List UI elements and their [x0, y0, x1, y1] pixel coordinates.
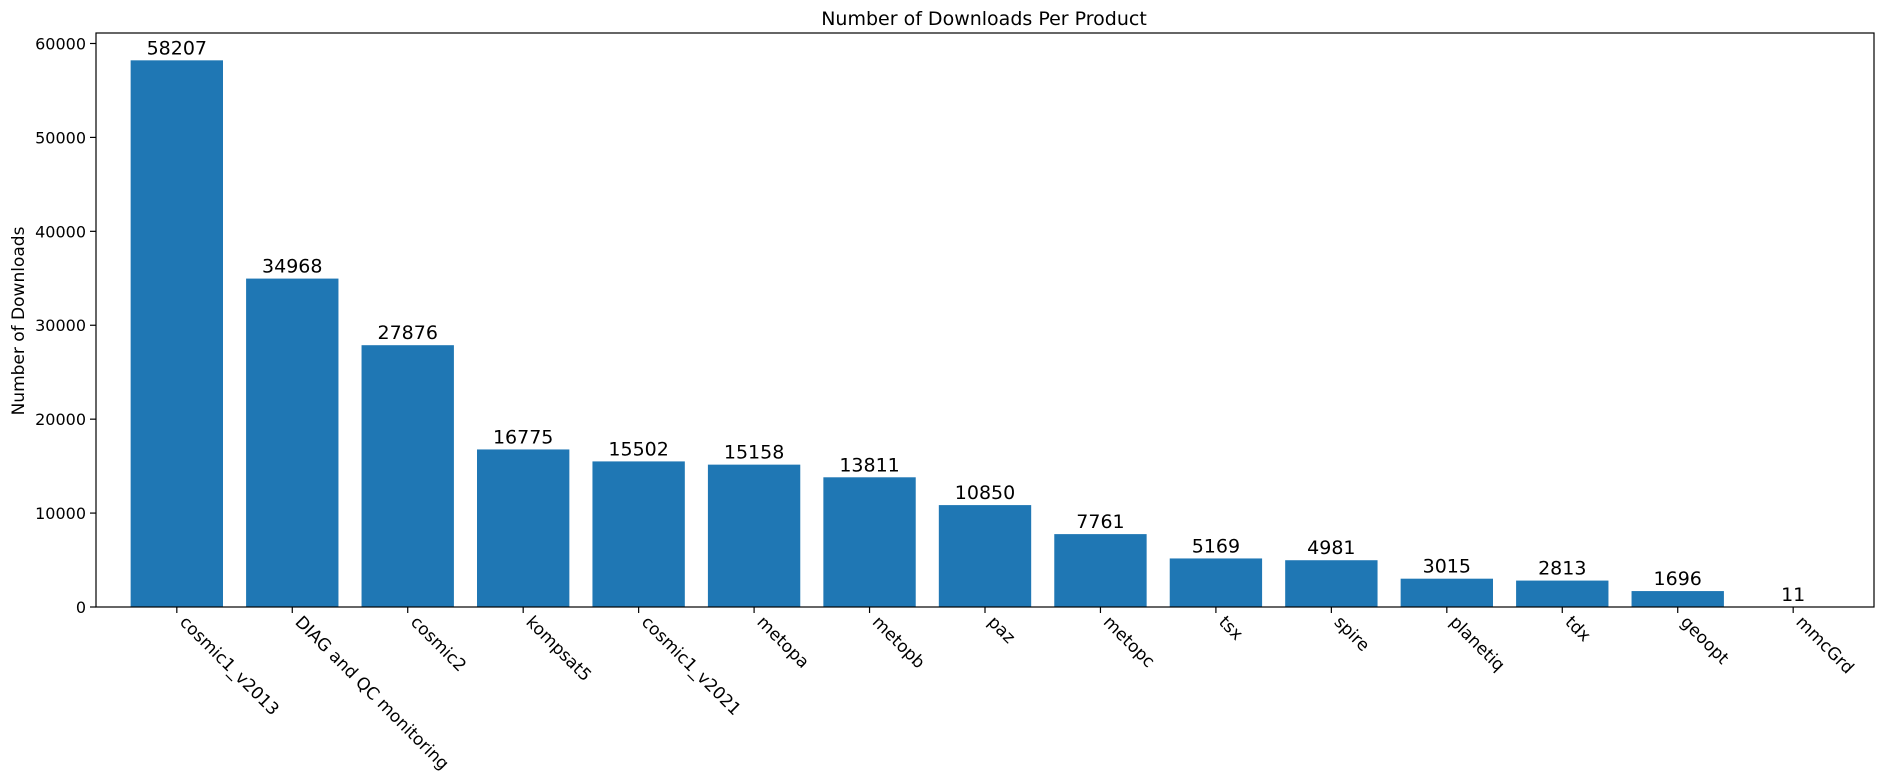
y-tick-label: 50000 [35, 128, 86, 147]
x-tick-label: paz [983, 612, 1019, 648]
y-axis: 0 10000 20000 30000 40000 50000 60000 [35, 34, 96, 617]
bar [1631, 591, 1724, 607]
bar-value-label: 27876 [378, 322, 438, 344]
x-tick-label: planetiq [1445, 612, 1508, 675]
bar-value-label: 11 [1781, 584, 1805, 606]
data-labels: 58207 34968 27876 16775 15502 15158 13811 10850… [147, 37, 1806, 606]
bar-value-label: 15502 [608, 438, 668, 460]
bar-value-label: 3015 [1423, 556, 1471, 578]
x-tick-label: tsx [1214, 612, 1246, 644]
x-tick-label: metopb [868, 612, 929, 673]
bar [938, 505, 1032, 607]
bar [246, 278, 339, 607]
bar-value-label: 16775 [493, 426, 553, 448]
x-tick-label: cosmic2 [406, 612, 470, 676]
y-tick-label: 30000 [35, 316, 86, 335]
bar-value-label: 1696 [1654, 568, 1702, 590]
x-tick-label: cosmic1_v2013 [175, 612, 282, 719]
bar [592, 461, 685, 607]
bar [130, 60, 223, 608]
x-tick-label: cosmic1_v2021 [637, 612, 744, 719]
chart-title: Number of Downloads Per Product [821, 8, 1147, 30]
bar [1400, 578, 1493, 607]
x-tick-label: kompsat5 [522, 612, 595, 685]
x-tick-label: tdx [1561, 612, 1595, 646]
bar [823, 477, 916, 607]
y-tick-label: 40000 [35, 222, 86, 241]
bar-value-label: 34968 [262, 256, 322, 278]
bar-value-label: 10850 [955, 482, 1015, 504]
x-tick-label: metopc [1099, 612, 1159, 672]
bar [477, 449, 570, 607]
bar-value-label: 7761 [1076, 511, 1124, 533]
x-tick-label: mmcGrd [1792, 612, 1858, 678]
y-tick-label: 0 [76, 598, 86, 617]
bar-value-label: 4981 [1307, 537, 1355, 559]
x-tick-label: metopa [753, 612, 813, 672]
x-axis: cosmic1_v2013 DIAG and QC monitoringcosmi… [175, 607, 1857, 774]
bar-value-label: 2813 [1538, 558, 1586, 580]
bar [1054, 534, 1147, 607]
bar-value-label: 58207 [147, 37, 207, 59]
y-tick-label: 20000 [35, 410, 86, 429]
y-axis-label: Number of Downloads [9, 226, 29, 415]
y-tick-label: 60000 [35, 34, 86, 53]
bar-value-label: 5169 [1192, 535, 1240, 557]
x-tick-label: spire [1330, 612, 1373, 655]
plot-frame [95, 32, 1875, 608]
bar [1516, 580, 1609, 607]
bar-value-label: 15158 [724, 442, 784, 464]
bar-value-label: 13811 [839, 454, 899, 476]
bar [1169, 558, 1263, 607]
bars [130, 60, 1840, 608]
bar [1285, 560, 1378, 607]
x-tick-label: geoopt [1676, 612, 1732, 668]
bar [361, 345, 454, 607]
bar [707, 464, 801, 607]
y-tick-label: 10000 [35, 504, 86, 523]
